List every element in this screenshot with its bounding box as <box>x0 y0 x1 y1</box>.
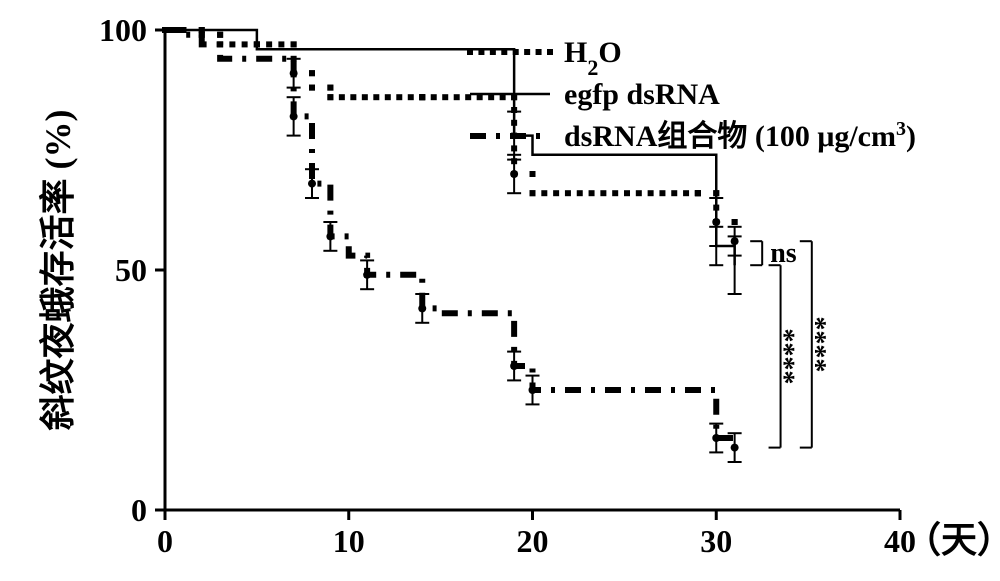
series-egfp dsRNA <box>165 30 742 294</box>
svg-text:100: 100 <box>99 12 147 48</box>
legend-label-1: egfp dsRNA <box>564 78 720 111</box>
y-axis-label: 斜纹夜蛾存活率 (%) <box>38 110 78 431</box>
svg-text:20: 20 <box>517 523 549 559</box>
svg-text:0: 0 <box>157 523 173 559</box>
legend-label-0: H2O <box>564 36 622 80</box>
svg-text:****: **** <box>779 328 810 384</box>
svg-text:30: 30 <box>700 523 732 559</box>
legend-label-2: dsRNA组合物 (100 μg/cm3) <box>564 118 916 153</box>
svg-text:****: **** <box>810 316 841 372</box>
survival-chart: 010203040050100斜纹夜蛾存活率 (%)（天）H2Oegfp dsR… <box>0 0 1000 581</box>
legend: H2Oegfp dsRNA dsRNA组合物 (100 μg/cm3) <box>467 36 916 153</box>
x-axis-label: （天） <box>905 520 1000 560</box>
svg-text:50: 50 <box>115 252 147 288</box>
svg-text:10: 10 <box>333 523 365 559</box>
chart-svg: 010203040050100斜纹夜蛾存活率 (%)（天）H2Oegfp dsR… <box>0 0 1000 581</box>
sig-bracket-1: **** <box>769 265 810 447</box>
svg-text:0: 0 <box>131 492 147 528</box>
